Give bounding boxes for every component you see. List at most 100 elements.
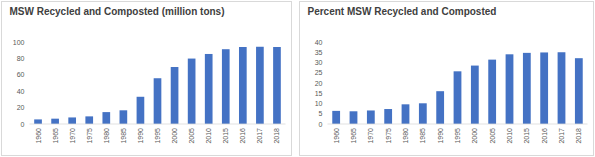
- bars: [332, 52, 582, 124]
- bar: [222, 49, 230, 124]
- x-tick-label: 1995: [154, 128, 161, 144]
- x-tick-label: 2018: [273, 128, 280, 144]
- bar: [68, 117, 76, 124]
- bar: [419, 103, 427, 124]
- bar: [51, 119, 59, 124]
- bar: [540, 52, 548, 124]
- bar: [154, 78, 162, 124]
- x-axis-line: [328, 124, 588, 125]
- bar: [506, 54, 514, 124]
- y-tick-label: 60: [17, 71, 25, 78]
- y-tick: [326, 93, 328, 94]
- y-tick: [326, 83, 328, 84]
- bar: [471, 66, 479, 124]
- bar: [558, 52, 566, 124]
- chart-title: MSW Recycled and Composted (million tons…: [10, 6, 225, 17]
- bar: [239, 47, 247, 124]
- x-tick-label: 2017: [558, 128, 565, 144]
- y-tick: [28, 74, 30, 75]
- x-tick-label: 2016: [541, 128, 548, 144]
- y-tick: [326, 52, 328, 53]
- x-tick-label: 1965: [350, 128, 357, 144]
- x-tick-label: 1990: [137, 128, 144, 144]
- bar: [256, 47, 264, 124]
- x-tick-label: 2010: [205, 128, 212, 144]
- bar: [402, 104, 410, 124]
- y-tick-label: 10: [315, 100, 323, 107]
- bars: [34, 47, 281, 124]
- y-tick-label: 20: [17, 104, 25, 111]
- y-tick: [28, 58, 30, 59]
- x-tick-label: 1995: [454, 128, 461, 144]
- figure: MSW Recycled and Composted (million tons…: [0, 0, 595, 157]
- x-tick-label: 1975: [385, 128, 392, 144]
- x-tick-label: 2000: [471, 128, 478, 144]
- x-tick-label: 1980: [402, 128, 409, 144]
- x-tick-label: 2010: [506, 128, 513, 144]
- x-tick-label: 1980: [103, 128, 110, 144]
- x-tick-label: 2016: [239, 128, 246, 144]
- x-tick-label: 2017: [256, 128, 263, 144]
- y-tick-label: 40: [17, 88, 25, 95]
- y-tick-label: 25: [315, 69, 323, 76]
- x-axis-line: [30, 124, 286, 125]
- x-tick-label: 2005: [489, 128, 496, 144]
- bar: [273, 47, 281, 124]
- bar: [188, 59, 196, 124]
- y-tick-label: 35: [315, 49, 323, 56]
- y-tick: [326, 124, 328, 125]
- bar: [332, 111, 340, 124]
- y-tick-label: 15: [315, 90, 323, 97]
- bar: [454, 71, 462, 124]
- x-tick-label: 1990: [437, 128, 444, 144]
- x-tick-label: 1985: [120, 128, 127, 144]
- x-tick-label: 1970: [367, 128, 374, 144]
- y-tick: [28, 107, 30, 108]
- bar: [205, 54, 213, 124]
- y-tick-label: 40: [315, 39, 323, 46]
- bar: [171, 67, 179, 124]
- y-tick-label: 0: [319, 121, 323, 128]
- x-tick-label: 2000: [171, 128, 178, 144]
- y-tick-label: 30: [315, 59, 323, 66]
- bar: [384, 109, 392, 124]
- x-tick-label: 1960: [35, 128, 42, 144]
- y-tick: [28, 124, 30, 125]
- chart-title: Percent MSW Recycled and Composted: [308, 6, 497, 17]
- y-tick-label: 0: [21, 121, 25, 128]
- bar: [102, 112, 110, 124]
- bar: [575, 58, 583, 124]
- x-tick-label: 1960: [333, 128, 340, 144]
- y-tick: [28, 42, 30, 43]
- chart: MSW Recycled and Composted (million tons…: [2, 2, 292, 156]
- x-tick-label: 2015: [222, 128, 229, 144]
- y-tick-label: 20: [315, 80, 323, 87]
- x-tick-label: 2015: [523, 128, 530, 144]
- y-tick: [326, 62, 328, 63]
- bar: [85, 116, 93, 124]
- y-tick: [326, 113, 328, 114]
- y-tick: [326, 42, 328, 43]
- x-tick-label: 1970: [69, 128, 76, 144]
- bar: [436, 91, 444, 124]
- chart-frame: [300, 2, 594, 156]
- bar: [34, 119, 42, 124]
- chart-frame: [2, 2, 292, 156]
- bar: [120, 110, 128, 124]
- bar: [137, 97, 145, 124]
- x-tick-label: 1965: [52, 128, 59, 144]
- x-tick-label: 2018: [575, 128, 582, 144]
- y-tick-label: 80: [17, 55, 25, 62]
- bar: [523, 53, 531, 124]
- y-tick: [28, 91, 30, 92]
- y-tick-label: 5: [319, 110, 323, 117]
- y-tick: [326, 103, 328, 104]
- x-tick-label: 1985: [419, 128, 426, 144]
- y-tick-label: 100: [13, 39, 25, 46]
- chart: Percent MSW Recycled and Composted 0 5 10 15…: [300, 2, 594, 156]
- bar: [350, 111, 358, 124]
- x-tick-label: 2005: [188, 128, 195, 144]
- bar: [367, 110, 375, 124]
- y-tick: [326, 72, 328, 73]
- bar: [488, 60, 496, 124]
